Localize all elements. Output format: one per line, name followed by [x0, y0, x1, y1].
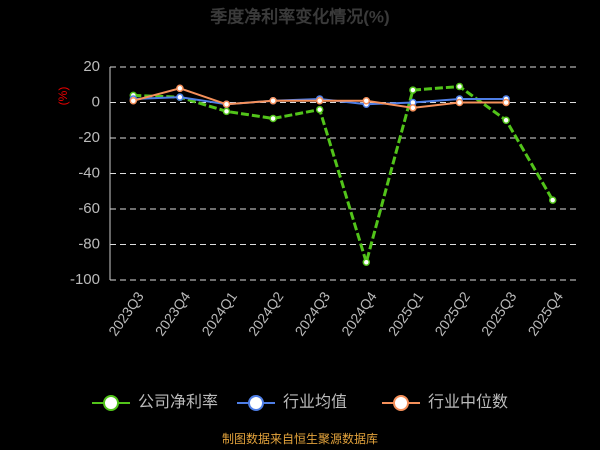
point — [409, 86, 417, 94]
legend-label: 公司净利率 — [138, 393, 218, 411]
point — [502, 98, 510, 107]
legend-label: 行业中位数 — [428, 393, 508, 411]
y-tick-label: -60 — [78, 200, 100, 217]
y-tick-label: -20 — [78, 129, 100, 146]
y-tick-label: -100 — [70, 271, 100, 288]
point — [176, 84, 184, 93]
legend-marker — [103, 395, 119, 411]
point — [362, 96, 371, 105]
point — [455, 98, 464, 107]
y-tick-label: 0 — [92, 93, 100, 110]
point — [315, 105, 324, 114]
x-tick-label: 2025Q4 — [525, 288, 567, 338]
point — [409, 104, 417, 112]
y-tick-label: -80 — [78, 235, 100, 252]
x-tick-label: 2025Q2 — [431, 288, 473, 338]
y-tick-label: -40 — [78, 164, 100, 181]
x-tick-label: 2025Q1 — [385, 288, 427, 338]
legend-marker — [393, 395, 409, 411]
y-tick-label: 20 — [83, 58, 100, 75]
x-tick-label: 2024Q2 — [245, 288, 287, 338]
point — [315, 96, 324, 105]
y-axis-label: (%) — [56, 87, 70, 106]
x-tick-label: 2024Q1 — [198, 288, 240, 338]
point — [176, 93, 184, 101]
legend-marker — [248, 395, 264, 411]
x-tick-label: 2024Q3 — [292, 288, 334, 338]
point — [548, 196, 557, 204]
point — [362, 258, 371, 266]
x-tick-label: 2023Q3 — [105, 288, 147, 338]
series-line — [133, 84, 554, 268]
point — [269, 96, 277, 105]
point — [222, 100, 231, 109]
x-tick-label: 2025Q3 — [478, 288, 520, 338]
legend-label: 行业均值 — [283, 393, 347, 411]
point — [129, 96, 138, 105]
source-note: 制图数据来自恒生聚源数据库 — [222, 431, 378, 446]
point — [502, 116, 510, 124]
x-tick-label: 2023Q4 — [152, 288, 194, 338]
point — [455, 82, 464, 91]
point — [222, 107, 231, 116]
x-tick-label: 2024Q4 — [338, 288, 380, 338]
chart-title: 季度净利率变化情况(%) — [210, 6, 389, 26]
point — [269, 114, 277, 123]
